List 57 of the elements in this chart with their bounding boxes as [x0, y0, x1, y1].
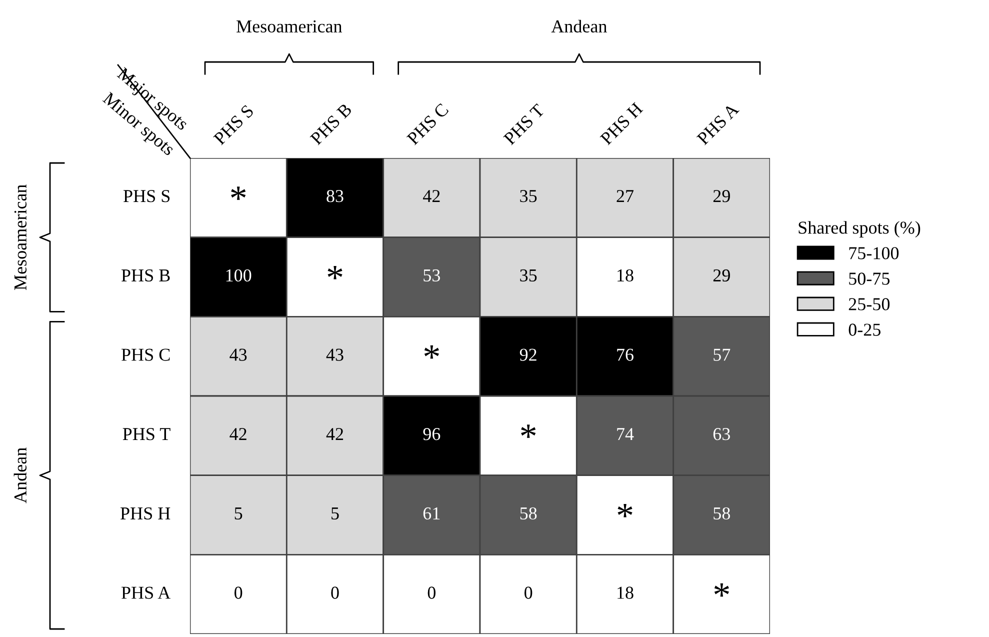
data-label: 58: [714, 507, 730, 520]
data-label: 96: [423, 428, 440, 440]
x-tick-label: PHS S: [213, 104, 254, 146]
x-tick-label: PHS C: [406, 102, 449, 146]
data-label: 18: [618, 586, 634, 599]
data-label: 27: [616, 190, 634, 202]
data-label: 92: [520, 348, 536, 361]
y-tick-label: PHS H: [120, 507, 170, 520]
data-label: 63: [713, 428, 730, 440]
x-tick-label: PHS B: [310, 102, 352, 146]
legend-label: 75-100: [849, 247, 899, 260]
data-label: 18: [618, 269, 634, 282]
data-label: 0: [524, 586, 532, 599]
data-label: 42: [326, 428, 344, 440]
data-label: 53: [424, 269, 440, 282]
x-tick-label: PHS H: [600, 102, 644, 146]
text: Andean: [14, 448, 27, 504]
y-tick-label: PHS S: [124, 190, 170, 202]
y-tick-label: PHS T: [122, 428, 170, 440]
text: Mesoamerican: [14, 184, 27, 290]
y-tick-label: PHS A: [122, 586, 171, 599]
legend-label: 50-75: [849, 272, 890, 285]
text: *: [714, 583, 729, 597]
data-label: 43: [230, 348, 247, 361]
legend-label: 0-25: [848, 324, 881, 336]
legend-title: Shared spots (%): [798, 221, 920, 238]
x-tick-label: PHS T: [503, 103, 546, 146]
data-label: 57: [714, 348, 730, 361]
data-label: 42: [230, 428, 246, 440]
data-label: 100: [226, 269, 252, 282]
y-tick-label: PHS C: [122, 348, 170, 361]
x-tick-label: PHS A: [696, 102, 740, 146]
text: *: [328, 266, 342, 280]
text: Andean: [551, 20, 607, 33]
text: *: [231, 186, 246, 200]
legend-label: 25-50: [848, 298, 890, 310]
data-label: 5: [332, 508, 339, 520]
data-label: 58: [520, 507, 537, 520]
data-label: 76: [617, 348, 634, 361]
text: *: [424, 345, 439, 359]
data-label: 0: [428, 586, 436, 599]
data-label: 74: [617, 428, 634, 440]
data-label: 83: [326, 190, 344, 202]
text: *: [521, 424, 536, 438]
data-label: 61: [423, 507, 440, 520]
data-label: 29: [713, 269, 730, 282]
data-label: 43: [326, 348, 344, 361]
data-label: 29: [713, 190, 730, 202]
data-label: 0: [234, 586, 242, 599]
data-label: 5: [234, 508, 242, 520]
y-tick-label: PHS B: [122, 269, 170, 282]
data-label: 35: [520, 269, 537, 282]
data-label: 42: [422, 190, 440, 202]
data-label: 0: [331, 586, 339, 599]
data-label: 35: [520, 190, 537, 202]
text: Mesoamerican: [236, 20, 342, 33]
text: *: [618, 504, 632, 518]
